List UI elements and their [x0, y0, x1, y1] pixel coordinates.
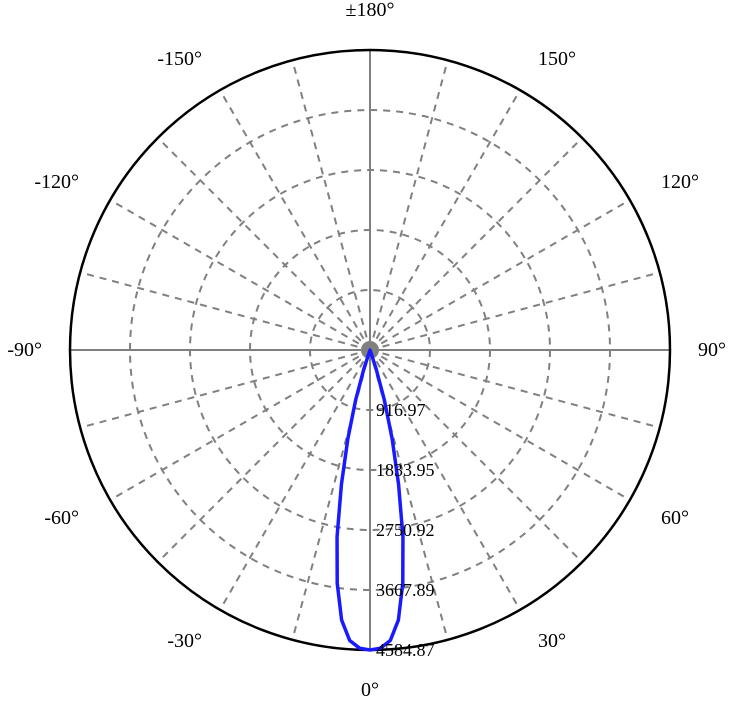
angle-label: -30° — [167, 630, 202, 652]
angle-label: -150° — [157, 48, 202, 70]
polar-chart: 916.97 1833.95 2750.92 3667.89 4584.87 ±180° 1… — [0, 0, 739, 701]
radial-tick-label: 2750.92 — [376, 520, 435, 540]
angle-label: -90° — [7, 339, 42, 361]
radial-tick-label: 4584.87 — [376, 640, 435, 660]
angle-label: 60° — [661, 507, 689, 529]
radial-tick-label: 3667.89 — [376, 580, 435, 600]
radial-tick-label: 1833.95 — [376, 460, 435, 480]
angle-label: 120° — [661, 171, 699, 193]
angle-label: 30° — [538, 630, 566, 652]
angle-label: -120° — [34, 171, 79, 193]
angle-label: 150° — [538, 48, 576, 70]
angle-label: 0° — [361, 679, 379, 701]
angle-label: ±180° — [346, 0, 395, 21]
radial-tick-label: 916.97 — [376, 400, 426, 420]
angle-label: -60° — [44, 507, 79, 529]
angle-label: 90° — [698, 339, 726, 361]
